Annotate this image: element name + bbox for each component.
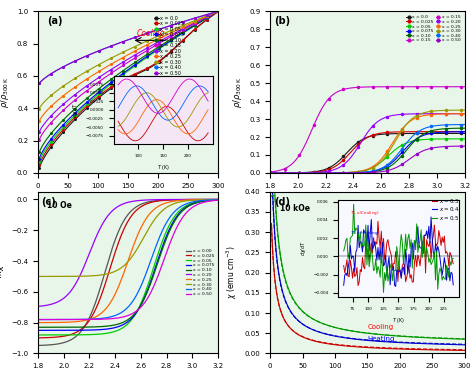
Text: (c): (c): [42, 197, 56, 206]
Text: 10 kOe: 10 kOe: [280, 204, 310, 213]
$x = 0.4$: [444, 342, 449, 347]
Text: Heating: Heating: [367, 335, 395, 341]
Text: (a): (a): [47, 16, 63, 26]
Legend: x = 0.00, x = 0.025, x = 0.05, x = 0.075, x = 0.10, x = 0.20, x = 0.25, x = 0.30: x = 0.00, x = 0.025, x = 0.05, x = 0.075…: [184, 247, 216, 298]
$x = 0.5$: [383, 333, 389, 337]
X-axis label: $T$ (K): $T$ (K): [116, 194, 140, 206]
Text: (b): (b): [274, 16, 290, 26]
$x = 0.5$: [383, 333, 389, 337]
$x = 0.5$: [462, 337, 467, 341]
$x = 0.3$: [383, 346, 389, 351]
$x = 0.4$: [269, 190, 275, 194]
$x = 0.4$: [431, 342, 437, 346]
$x = 0.3$: [269, 238, 275, 242]
$x = 0.3$: [269, 221, 274, 226]
X-axis label: $T$ (K): $T$ (K): [116, 375, 140, 376]
$x = 0.3$: [383, 346, 389, 351]
$x = 0.3$: [462, 348, 467, 353]
Legend: x = 0.0, x = 0.025, x = 0.05, x = 0.075, x = 0.10, x = 0.15, x = 0.15, x = 0.20,: x = 0.0, x = 0.025, x = 0.05, x = 0.075,…: [405, 14, 462, 44]
$x = 0.3$: [387, 346, 392, 351]
Text: Cooling: Cooling: [137, 29, 165, 38]
Text: Cooling: Cooling: [367, 324, 393, 330]
Y-axis label: $\chi$ (emu cm$^{-3}$): $\chi$ (emu cm$^{-3}$): [225, 246, 239, 300]
Line: $x = 0.3$: $x = 0.3$: [272, 223, 465, 350]
$x = 0.5$: [431, 336, 437, 340]
Legend: $x = 0.3$, $x = 0.4$, $x = 0.5$: $x = 0.3$, $x = 0.4$, $x = 0.5$: [429, 194, 462, 224]
Line: $x = 0.4$: $x = 0.4$: [272, 192, 465, 345]
Line: $x = 0.5$: $x = 0.5$: [272, 192, 465, 339]
$x = 0.4$: [462, 343, 467, 347]
$x = 0.5$: [444, 336, 449, 341]
$x = 0.5$: [387, 333, 392, 338]
X-axis label: $T$ (K): $T$ (K): [356, 194, 379, 206]
Y-axis label: $4\pi\chi$: $4\pi\chi$: [0, 264, 6, 281]
Text: (d): (d): [274, 197, 290, 206]
Text: 10 Oe: 10 Oe: [47, 201, 72, 210]
X-axis label: $T$ (K): $T$ (K): [356, 375, 379, 376]
$x = 0.4$: [387, 340, 392, 344]
Y-axis label: $\rho/\rho_{300\,\mathrm{K}}$: $\rho/\rho_{300\,\mathrm{K}}$: [231, 76, 244, 108]
$x = 0.5$: [269, 190, 275, 194]
$x = 0.3$: [444, 348, 449, 352]
$x = 0.4$: [383, 340, 389, 344]
$x = 0.4$: [269, 190, 274, 194]
$x = 0.3$: [431, 348, 437, 352]
$x = 0.5$: [269, 190, 274, 194]
Legend: x = 0.0, x = 0.025, x = 0.05, x = 0.075, x = 0.10, x = 0.15, x = 0.20, x = 0.25,: x = 0.0, x = 0.025, x = 0.05, x = 0.075,…: [152, 14, 186, 77]
Y-axis label: $\rho/\rho_{300\,\mathrm{K}}$: $\rho/\rho_{300\,\mathrm{K}}$: [0, 76, 11, 108]
$x = 0.4$: [383, 340, 389, 344]
